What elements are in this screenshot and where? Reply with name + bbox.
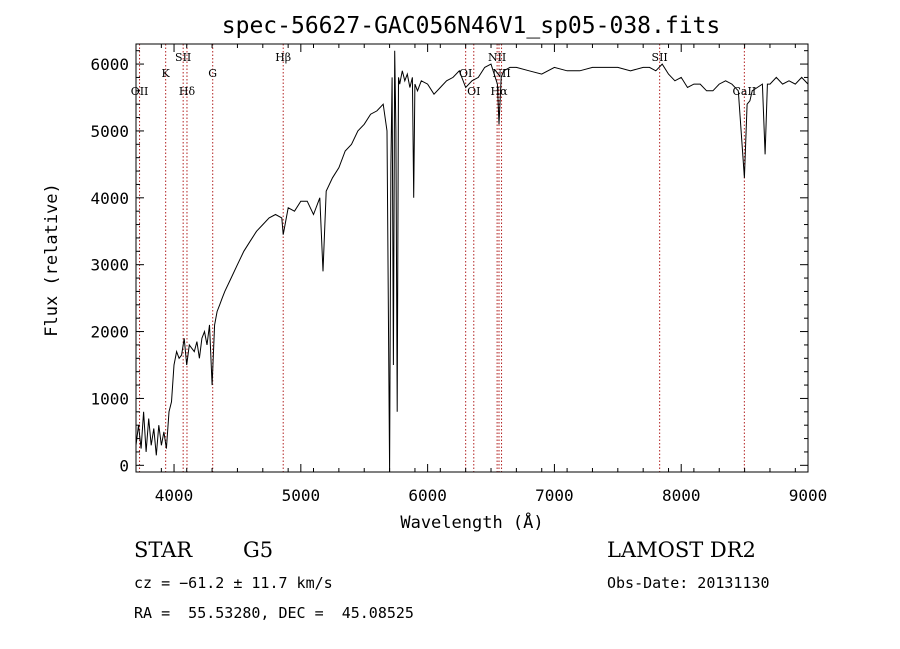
survey-name: LAMOST DR2: [607, 538, 756, 562]
spectral-line-label: Hα: [490, 85, 508, 98]
spectral-line-label: NII: [492, 67, 510, 80]
spectral-line-label: Hδ: [179, 85, 196, 98]
spectral-line-markers: [139, 44, 745, 472]
y-axis-label: Flux (relative): [42, 183, 62, 337]
x-tick-label: 9000: [789, 486, 828, 505]
observation-date: Obs-Date: 20131130: [607, 574, 770, 592]
y-axis: 0 1000 2000 3000 4000 5000 6000: [90, 50, 808, 475]
y-tick-label: 6000: [90, 55, 129, 74]
y-tick-label: 1000: [90, 389, 129, 408]
spectral-line-label: OI: [459, 67, 472, 80]
x-axis-label: Wavelength (Å): [400, 511, 543, 533]
plot-frame: [135, 43, 809, 473]
coordinates-readout: RA = 55.53280, DEC = 45.08525: [134, 604, 414, 622]
x-axis: 4000 5000 6000 7000 8000 9000: [135, 44, 828, 505]
x-tick-label: 8000: [662, 486, 701, 505]
spectral-line-label: K: [162, 67, 171, 80]
x-tick-label: 6000: [408, 486, 447, 505]
object-subclass: G5: [243, 538, 274, 562]
y-tick-label: 0: [119, 456, 129, 475]
y-tick-label: 3000: [90, 256, 129, 275]
spectral-line-label: SII: [175, 51, 191, 64]
spectrum-line: [135, 50, 809, 473]
x-tick-label: 5000: [282, 486, 321, 505]
x-tick-label: 7000: [535, 486, 574, 505]
spectral-line-label: SII: [652, 51, 668, 64]
y-tick-label: 4000: [90, 189, 129, 208]
chart-title: spec-56627-GAC056N46V1_sp05-038.fits: [222, 13, 721, 39]
spectral-line-label: Hβ: [275, 51, 291, 64]
spectral-line-label: G: [208, 67, 217, 80]
spectral-line-labels: OII K SII Hδ G Hβ OI OI NII Hα NII SII CaII: [131, 51, 756, 98]
spectral-line-label: CaII: [733, 85, 757, 98]
y-tick-label: 5000: [90, 122, 129, 141]
x-tick-label: 4000: [155, 486, 194, 505]
spectral-line-label: NII: [488, 51, 506, 64]
spectral-line-label: OI: [467, 85, 480, 98]
spectral-line-label: OII: [131, 85, 149, 98]
redshift-readout: cz = −61.2 ± 11.7 km/s: [134, 574, 333, 592]
object-class: STAR: [134, 538, 193, 562]
y-tick-label: 2000: [90, 323, 129, 342]
